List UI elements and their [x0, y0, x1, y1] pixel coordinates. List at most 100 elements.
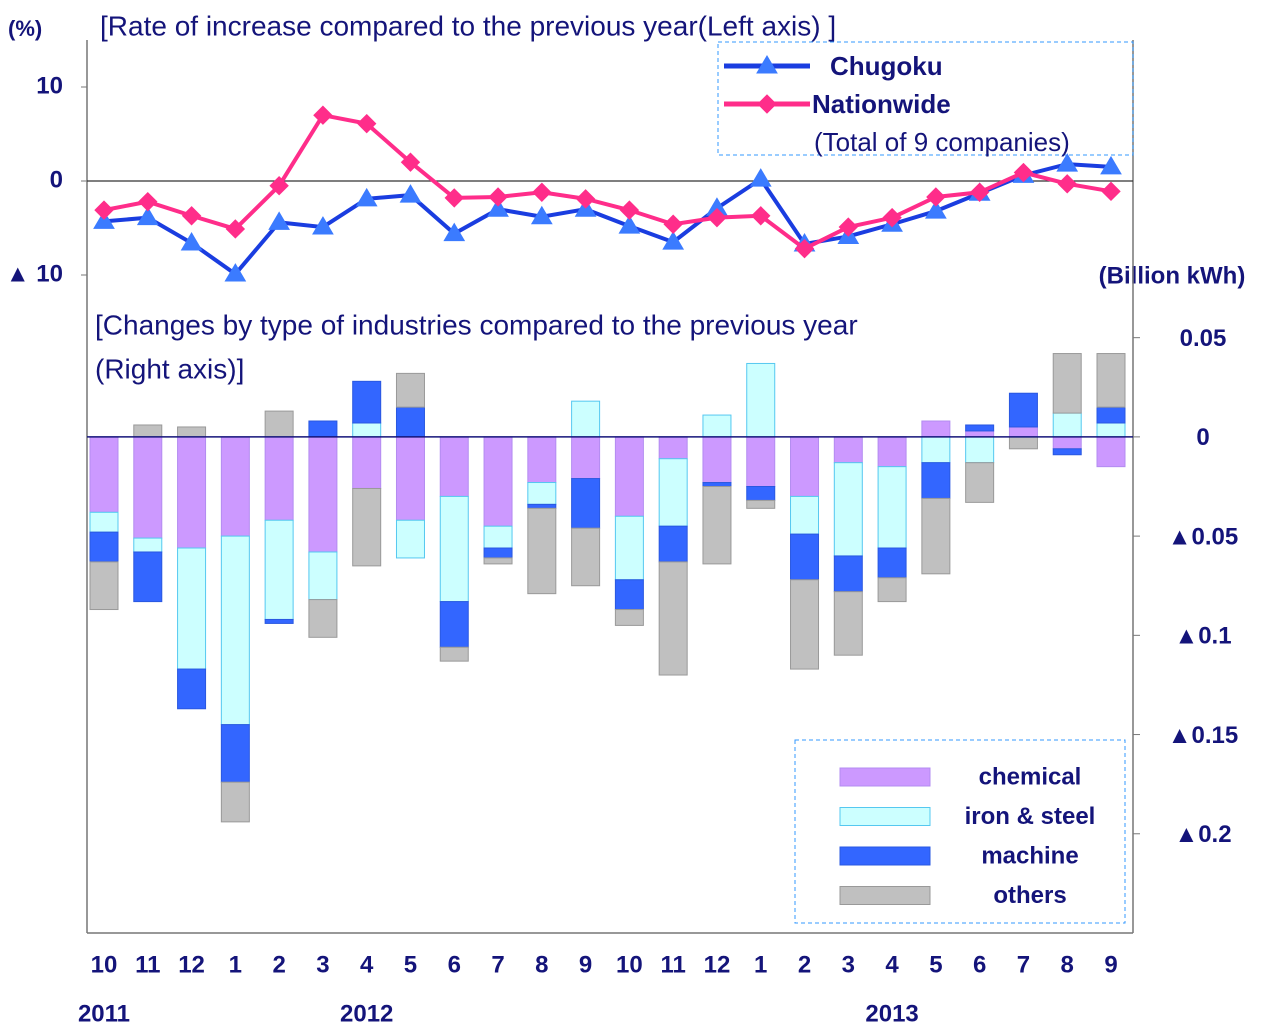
- data-point: [93, 210, 115, 229]
- y2-unit: (Billion kWh): [1099, 262, 1246, 289]
- bar-segment: [308, 551, 338, 601]
- bar-segment: [921, 462, 951, 499]
- data-point: [136, 206, 159, 226]
- bar-segment: [833, 436, 863, 464]
- x-tick-label: 1: [754, 951, 767, 978]
- bar-segment: [308, 599, 338, 638]
- bar-segment: [965, 436, 995, 464]
- bar-segment: [220, 781, 250, 823]
- x-tick-label: 5: [404, 951, 417, 978]
- bar-segment: [439, 601, 469, 648]
- bar-segment: [89, 561, 119, 611]
- bar-segment: [746, 486, 776, 501]
- y2-tick-label: 0: [1196, 424, 1209, 451]
- y2-tick-label: ▲0.05: [1168, 523, 1238, 550]
- legend-label: Nationwide: [812, 89, 951, 119]
- bar-segment: [527, 503, 557, 509]
- data-point: [487, 198, 509, 217]
- line: [103, 162, 1112, 277]
- x-tick-label: 6: [973, 951, 986, 978]
- bar-segment: [877, 577, 907, 603]
- data-point: [619, 200, 640, 220]
- legend-label: chemical: [979, 763, 1082, 790]
- bar-segment: [177, 547, 207, 670]
- data-point: [749, 168, 772, 187]
- bar-segment: [264, 618, 294, 624]
- bar-segment: [571, 436, 601, 480]
- bar-segment: [1096, 436, 1126, 468]
- data-point: [181, 206, 202, 226]
- bar-segment: [439, 495, 469, 603]
- x-tick-label: 12: [704, 951, 731, 978]
- bar-segment: [352, 487, 382, 567]
- legend-swatch: [839, 767, 931, 787]
- data-point: [1057, 174, 1077, 194]
- legend-swatch: [839, 846, 931, 866]
- bar-segment: [614, 579, 644, 611]
- bar-segment: [89, 531, 119, 563]
- bar-segment: [177, 436, 207, 549]
- y-unit: (%): [8, 16, 42, 41]
- bar-title: (Right axis)]: [95, 353, 244, 384]
- bar-segment: [308, 436, 338, 553]
- bar-segment: [264, 410, 294, 438]
- x-tick-label: 11: [135, 951, 160, 978]
- bar-segment: [483, 547, 513, 559]
- bar-segment: [1008, 436, 1038, 450]
- bar-segment: [790, 436, 820, 497]
- bar-segment: [527, 482, 557, 505]
- data-point: [969, 182, 990, 202]
- bar-segment: [833, 462, 863, 557]
- bar-segment: [746, 499, 776, 509]
- bar-segment: [1096, 406, 1126, 424]
- data-point: [138, 191, 158, 212]
- x-tick-label: 8: [1061, 951, 1074, 978]
- data-point: [400, 152, 421, 172]
- bar-segment: [921, 420, 951, 438]
- data-point: [1056, 153, 1079, 172]
- bar-segment: [352, 436, 382, 489]
- bar-segment: [483, 525, 513, 549]
- data-point: [1100, 155, 1122, 175]
- x-tick-label: 5: [929, 951, 942, 978]
- legend-swatch: [839, 807, 931, 826]
- bar-segment: [352, 422, 382, 438]
- legend-label: others: [993, 882, 1066, 909]
- data-point: [575, 189, 596, 209]
- x-tick-label: 2: [798, 951, 811, 978]
- bar-segment: [833, 555, 863, 593]
- x-tick-label: 4: [360, 951, 374, 978]
- data-point: [94, 200, 114, 220]
- legend-label: iron & steel: [965, 803, 1096, 830]
- bar-segment: [439, 646, 469, 662]
- bar-segment: [877, 466, 907, 549]
- data-point: [268, 211, 291, 230]
- data-point: [224, 263, 247, 282]
- bar-segment: [395, 519, 425, 559]
- x-tick-label: 3: [316, 951, 329, 978]
- year-label: 2011: [78, 1000, 130, 1027]
- legend-marker: [757, 94, 777, 114]
- bar-segment: [483, 557, 513, 565]
- bar-segment: [746, 362, 776, 438]
- data-point: [751, 206, 771, 226]
- data-point: [312, 216, 334, 235]
- data-point: [530, 205, 553, 225]
- bar-segment: [702, 436, 732, 484]
- x-tick-label: 7: [1017, 951, 1030, 978]
- bar-segment: [220, 535, 250, 726]
- x-tick-label: 1: [229, 951, 242, 978]
- legend-label: machine: [981, 842, 1078, 869]
- legend-marker: [756, 55, 778, 74]
- bar-segment: [702, 486, 732, 565]
- data-point: [838, 217, 859, 237]
- data-point: [356, 113, 377, 134]
- bar-segment: [264, 436, 294, 521]
- bar-segment: [790, 495, 820, 535]
- data-point: [707, 207, 727, 228]
- x-tick-label: 2: [272, 951, 285, 978]
- x-tick-label: 8: [535, 951, 548, 978]
- bar-segment: [1096, 353, 1126, 408]
- bar-segment: [133, 551, 163, 603]
